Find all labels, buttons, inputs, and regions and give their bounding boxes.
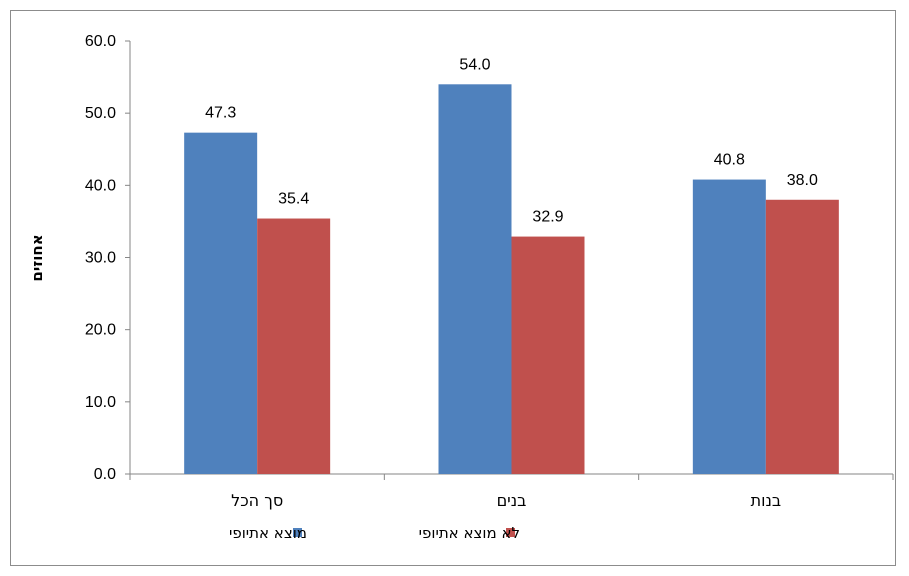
y-tick-label: 0.0 bbox=[94, 466, 116, 483]
bar bbox=[257, 218, 331, 474]
bar bbox=[438, 84, 512, 475]
legend-swatch-series-2 bbox=[506, 528, 515, 537]
legend-label-series-1: מוצא אתיופי bbox=[229, 524, 307, 542]
data-label: 32.9 bbox=[532, 209, 563, 226]
y-axis-title: אחוזים bbox=[28, 234, 46, 281]
bar bbox=[765, 199, 839, 474]
y-tick-label: 40.0 bbox=[85, 177, 116, 194]
data-label: 38.0 bbox=[787, 172, 818, 189]
data-label: 40.8 bbox=[714, 152, 745, 169]
y-tick-label: 30.0 bbox=[85, 250, 116, 267]
bar bbox=[511, 236, 585, 474]
legend-label-series-2: לא מוצא אתיופי bbox=[419, 524, 520, 542]
x-tick-label: בנים bbox=[497, 491, 527, 510]
bar bbox=[692, 179, 766, 474]
legend: לא מוצא אתיופי מוצא אתיופי bbox=[229, 524, 520, 542]
y-tick-label: 10.0 bbox=[85, 394, 116, 411]
x-tick-label: סך הכל bbox=[231, 491, 283, 510]
data-label: 54.0 bbox=[459, 56, 490, 73]
legend-swatch-series-1 bbox=[293, 528, 302, 537]
bar bbox=[184, 132, 258, 474]
data-label: 35.4 bbox=[278, 191, 309, 208]
data-label: 47.3 bbox=[205, 105, 236, 122]
y-tick-label: 60.0 bbox=[85, 33, 116, 50]
y-tick-label: 20.0 bbox=[85, 322, 116, 339]
y-tick-label: 50.0 bbox=[85, 105, 116, 122]
x-tick-label: בנות bbox=[751, 491, 782, 510]
